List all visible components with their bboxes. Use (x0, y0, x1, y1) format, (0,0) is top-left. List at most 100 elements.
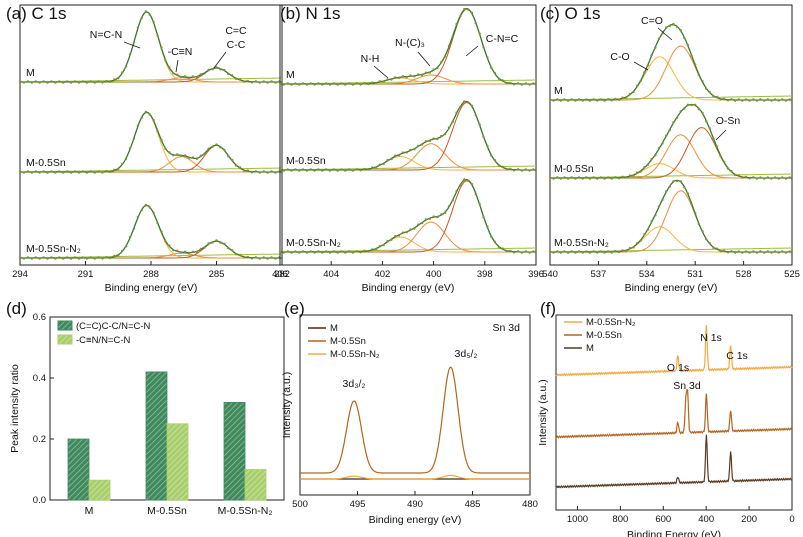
panel-b-data-point (305, 251, 309, 254)
panel-c-data-point (603, 99, 606, 102)
panel-e-legend-label: M-0.5Sn-N₂ (330, 349, 380, 360)
panel-a-data-point (109, 170, 112, 174)
panel-c-data-point (748, 99, 751, 102)
panel-a-data-point (242, 169, 246, 172)
panel-c-data-point (781, 98, 784, 101)
panel-c-data-point (650, 220, 653, 223)
panel-a-data-point (203, 152, 206, 155)
panel-a-data-point (93, 81, 96, 84)
panel-b-data-point (386, 159, 389, 162)
panel-c-data-point (744, 250, 748, 253)
panel-b-baseline (280, 165, 536, 171)
panel-e-xtick-label: 490 (407, 499, 423, 510)
panel-a-data-point (160, 230, 163, 233)
panel-b-data-point (282, 83, 285, 86)
panel-b-data-point (467, 101, 470, 104)
panel-c-data-point (672, 22, 675, 26)
panel-a-data-point (62, 171, 65, 174)
panel-b-data-point (382, 243, 385, 247)
panel-a-data-point (152, 20, 155, 24)
panel-c-data-point (657, 37, 661, 40)
panel-a-data-point (105, 170, 108, 173)
panel-c-data-point (694, 211, 697, 215)
panel-a-data-point (113, 254, 116, 258)
panel-a-data-point (183, 75, 187, 78)
panel-e-series-1 (300, 366, 530, 474)
panel-b-data-point (278, 250, 282, 253)
panel-b-data-point (440, 134, 443, 138)
panel-b-data-point (394, 154, 397, 157)
panel-c-data-point (733, 251, 737, 254)
panel-c-data-point (668, 128, 671, 132)
panel-c-data-point (621, 175, 624, 178)
panel-b-data-point (313, 169, 316, 172)
panel-a-data-point (203, 246, 206, 249)
panel-c-fit-envelope (550, 23, 792, 101)
panel-b-xtick-label: 402 (374, 269, 390, 280)
panel-a-sample-label: M-0.5Sn (26, 157, 66, 169)
panel-c-data-point (777, 99, 780, 102)
panel-a-data-point (62, 81, 65, 84)
panel-b-data-point (324, 82, 328, 85)
panel-b-data-point (332, 250, 335, 253)
panel-a-data-point (69, 81, 73, 84)
panel-a-data-point (73, 170, 77, 173)
panel-a-data-point (144, 110, 147, 114)
panel-c-data-point (552, 99, 555, 102)
panel-a-data-point (97, 80, 100, 83)
panel-c-data-point (588, 99, 592, 102)
panel-b-data-point (328, 251, 332, 254)
panel-a-data-point (140, 208, 143, 212)
panel-b-data-point (382, 162, 385, 165)
panel-c-data-point (643, 166, 646, 169)
panel-c-data-point (614, 176, 617, 179)
panel-b-data-point (328, 169, 332, 172)
panel-a-data-point (136, 124, 140, 127)
panel-c-data-point (548, 250, 552, 253)
panel-c-data-point (741, 176, 744, 179)
panel-c-data-point (773, 176, 777, 179)
panel-b-data-point (532, 82, 535, 85)
panel-b-data-point (332, 82, 335, 85)
panel-c-data-point (610, 99, 613, 102)
panel-c-data-point (606, 176, 610, 179)
panel-c-data-point (592, 176, 595, 179)
panel-b-data-point (505, 250, 508, 253)
panel-c-data-point (552, 251, 555, 254)
panel-a-data-point (152, 211, 155, 214)
panel-a-data-point (160, 138, 163, 142)
panel-b-data-point (524, 250, 527, 253)
panel-e-ylabel: Intensity (a.u.) (281, 372, 293, 439)
panel-b-data-point (497, 77, 501, 81)
panel-b-data-point (528, 251, 531, 254)
panel-b-data-point (359, 169, 362, 172)
panel-c-data-point (650, 53, 653, 57)
panel-b-annotation: C-N=C (486, 33, 519, 45)
panel-b-data-point (451, 35, 454, 38)
panel-c-data-point (690, 54, 693, 58)
panel-c-data-point (784, 177, 788, 180)
panel-c-data-point (665, 26, 668, 29)
panel-f-series-0 (555, 324, 793, 377)
panel-b-data-point (490, 66, 493, 69)
panel-c-data-point (577, 250, 581, 253)
panel-c-data-point (770, 251, 773, 254)
panel-c-data-point (759, 98, 762, 101)
panel-d-bar-0-2 (223, 402, 246, 501)
panel-b-data-point (313, 251, 316, 254)
panel-b-baseline (280, 247, 536, 253)
panel-b-data-point (328, 83, 332, 86)
panel-a-data-point (164, 147, 167, 150)
panel-e-label: (e) (284, 299, 305, 318)
panel-c-data-point (628, 174, 632, 177)
panel-a-data-point (254, 256, 257, 259)
panel-b-annotation: N-H (361, 53, 380, 65)
panel-d-bar-0-0 (67, 438, 90, 501)
panel-a-annotation: C=C (225, 25, 247, 37)
panel-b-data-point (486, 56, 489, 59)
panel-c-frame (549, 4, 793, 266)
panel-b-data-point (516, 82, 520, 85)
panel-a-data-point (199, 73, 202, 76)
panel-c-data-point (737, 250, 740, 253)
panel-a-label: (a) C 1s (6, 4, 67, 23)
